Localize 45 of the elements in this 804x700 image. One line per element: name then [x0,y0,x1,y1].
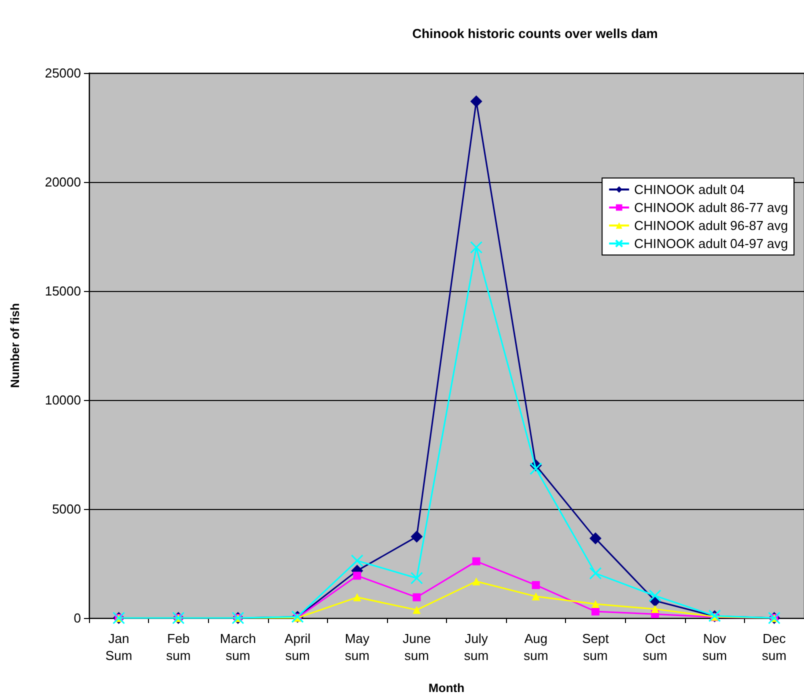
y-tick-label: 5000 [52,502,81,516]
point [412,606,421,614]
point [472,557,480,566]
point [591,600,600,608]
point [589,567,602,580]
point [470,95,482,108]
legend-label: CHINOOK adult 04-97 avg [634,236,788,251]
x-tick-label: Nov sum [702,631,727,663]
point [350,554,364,567]
point [353,572,362,580]
y-axis-title: Number of fish [8,303,22,388]
point [470,241,483,254]
point [532,581,540,590]
x-tick-label: April sum [284,631,311,663]
x-tick-label: Oct sum [642,631,668,663]
legend-label: CHINOOK adult 86-77 avg [634,200,788,215]
x-tick-label: Aug sum [524,631,548,663]
y-tick-label: 10000 [44,392,81,408]
point [648,590,662,602]
point [353,593,362,602]
point [410,572,423,584]
y-tick-label: 25000 [44,66,81,80]
point [591,607,600,616]
chart-title: Chinook historic counts over wells dam [412,26,658,41]
x-tick-label: June sum [402,631,431,663]
legend-label: CHINOOK adult 96-87 avg [634,218,788,233]
point [589,532,602,544]
point [472,577,480,586]
y-tick-label: 20000 [44,174,81,190]
x-tick-label: Dec sum [762,631,786,663]
x-tick-label: March sum [220,631,256,663]
legend-label: CHINOOK adult 04 [634,182,745,197]
point [410,530,423,543]
x-tick-label: Sept sum [582,631,610,663]
point [530,462,542,475]
x-tick-label: May sum [344,631,370,663]
y-tick-label: 0 [74,610,81,626]
point [532,592,540,600]
x-axis-title: Month [428,681,464,695]
x-tick-label: Feb sum [166,631,191,663]
y-tick-label: 15000 [44,284,81,298]
x-tick-label: July sum [464,631,489,663]
x-tick-label: Jan Sum [105,631,132,663]
point [412,593,421,602]
point [651,605,660,614]
